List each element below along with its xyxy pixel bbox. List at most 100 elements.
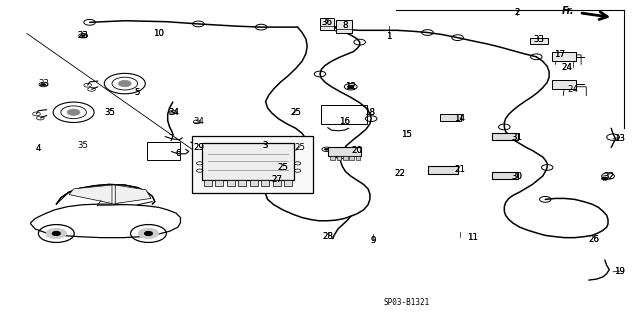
Bar (336, 20, 352, 33)
Text: 20: 20 (351, 146, 363, 155)
Circle shape (52, 232, 60, 235)
Text: 8: 8 (343, 21, 348, 30)
Text: 7: 7 (169, 134, 174, 143)
Circle shape (118, 80, 131, 87)
Text: 36: 36 (321, 18, 332, 27)
Bar (552, 52, 576, 61)
Text: 19: 19 (614, 267, 625, 276)
Text: SP03-B1321: SP03-B1321 (383, 298, 429, 307)
Text: 17: 17 (554, 50, 566, 59)
Text: 16: 16 (339, 117, 350, 126)
Text: 22: 22 (394, 169, 406, 178)
Text: 1: 1 (387, 32, 392, 41)
Text: 21: 21 (454, 165, 465, 174)
Text: 22: 22 (394, 169, 406, 178)
Text: 33: 33 (533, 35, 545, 44)
Bar (356, 156, 360, 160)
Text: 24: 24 (561, 63, 572, 72)
Text: 25: 25 (290, 108, 301, 117)
Bar (530, 38, 548, 44)
Text: 6: 6 (175, 149, 180, 158)
Text: 9: 9 (371, 236, 376, 245)
Text: 2: 2 (515, 8, 520, 17)
Text: 32: 32 (604, 172, 615, 181)
Bar (204, 180, 212, 186)
Text: 5: 5 (135, 88, 140, 97)
Circle shape (324, 148, 328, 150)
Text: 24: 24 (561, 63, 572, 72)
Text: 23: 23 (77, 31, 89, 40)
Text: 3: 3 (263, 141, 268, 150)
Text: 4: 4 (36, 144, 41, 153)
Text: 30: 30 (511, 172, 523, 181)
Circle shape (46, 228, 67, 239)
Text: 14: 14 (454, 114, 465, 123)
Bar (321, 105, 367, 124)
Text: 15: 15 (401, 130, 412, 139)
Bar (337, 156, 341, 160)
Text: 12: 12 (345, 82, 356, 91)
Bar (330, 156, 335, 160)
Bar (343, 156, 348, 160)
Text: 15: 15 (401, 130, 412, 139)
Text: 26: 26 (588, 235, 600, 244)
Text: 27: 27 (271, 175, 282, 184)
Bar (428, 166, 458, 174)
Text: 25: 25 (294, 143, 305, 152)
Text: 29: 29 (193, 143, 204, 152)
Text: 36: 36 (321, 18, 332, 27)
Text: 25: 25 (277, 163, 289, 172)
Text: 18: 18 (364, 108, 376, 117)
Circle shape (348, 85, 354, 88)
Polygon shape (31, 204, 180, 238)
Text: 4: 4 (36, 144, 41, 153)
Bar (284, 180, 292, 186)
Text: 21: 21 (454, 165, 465, 174)
Text: 34: 34 (168, 108, 180, 117)
Circle shape (602, 177, 608, 180)
Circle shape (145, 232, 152, 235)
Bar (320, 18, 334, 30)
Bar (349, 156, 354, 160)
Text: 30: 30 (511, 172, 523, 181)
Text: 25: 25 (290, 108, 301, 117)
Polygon shape (115, 185, 151, 204)
Bar (261, 180, 269, 186)
Circle shape (298, 148, 301, 150)
Text: 23: 23 (38, 79, 49, 88)
Text: 2: 2 (515, 8, 520, 17)
Text: 31: 31 (511, 133, 523, 142)
Text: 26: 26 (588, 235, 600, 244)
Text: 34: 34 (193, 117, 204, 126)
Bar (250, 180, 258, 186)
Text: 29: 29 (193, 143, 204, 152)
Text: 25: 25 (277, 163, 289, 172)
Text: 12: 12 (345, 82, 356, 91)
Text: 35: 35 (104, 108, 116, 117)
Text: 9: 9 (371, 236, 376, 245)
Text: 6: 6 (175, 149, 180, 158)
Circle shape (324, 22, 328, 24)
Bar (147, 142, 180, 160)
Text: 13: 13 (614, 134, 625, 143)
Circle shape (81, 35, 85, 37)
Text: 5: 5 (135, 88, 140, 97)
Text: Fr.: Fr. (561, 6, 574, 17)
Text: 17: 17 (554, 50, 566, 59)
Text: 7: 7 (169, 134, 174, 143)
Text: 1: 1 (387, 32, 392, 41)
Bar (328, 147, 361, 156)
Text: 32: 32 (604, 172, 615, 181)
Polygon shape (69, 185, 112, 204)
Text: 20: 20 (351, 146, 363, 155)
Text: 18: 18 (364, 108, 376, 117)
Text: 10: 10 (153, 29, 164, 38)
Text: 14: 14 (454, 114, 465, 123)
Text: 31: 31 (511, 133, 523, 142)
Text: 19: 19 (614, 267, 625, 276)
Bar (202, 143, 294, 180)
Text: 28: 28 (322, 232, 333, 241)
Text: 13: 13 (614, 134, 625, 143)
Text: 16: 16 (339, 117, 350, 126)
FancyBboxPatch shape (192, 136, 313, 193)
